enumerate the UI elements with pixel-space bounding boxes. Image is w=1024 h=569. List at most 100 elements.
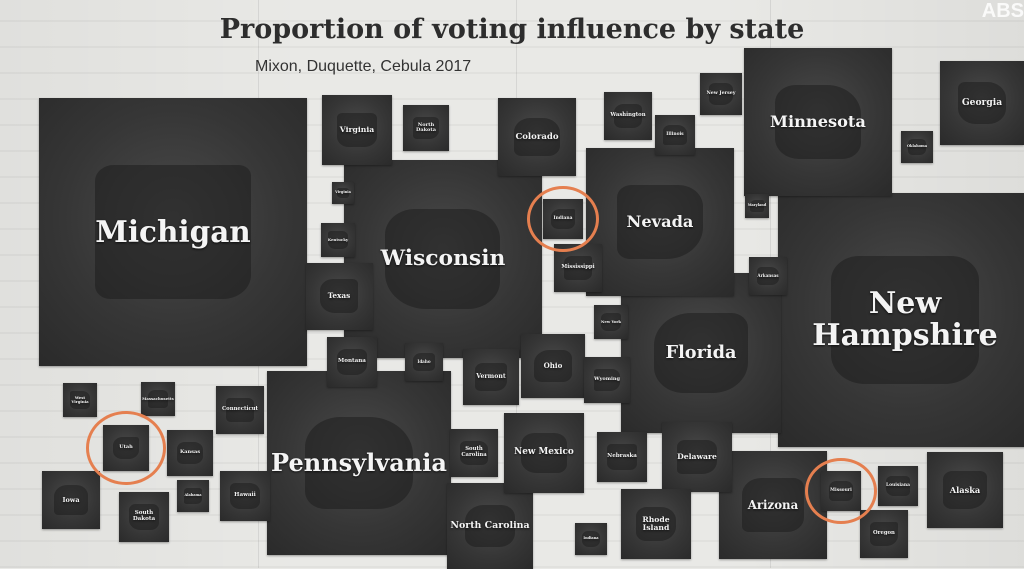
state-tile-new-jersey: New Jersey: [699, 72, 743, 116]
state-silhouette: [319, 279, 359, 313]
highlight-circle: [526, 185, 600, 253]
state-silhouette: [230, 483, 260, 509]
state-silhouette: [474, 362, 508, 392]
state-tile-arizona: Arizona: [719, 451, 827, 559]
state-label: Minnesota: [770, 112, 866, 132]
state-label: Kentucky: [327, 236, 349, 242]
state-silhouette: [886, 475, 910, 497]
state-tile-kansas: Kansas: [167, 430, 213, 476]
state-label: New Hampshire: [812, 286, 998, 353]
state-label: South Carolina: [461, 446, 487, 458]
state-label: Kansas: [179, 449, 201, 456]
state-tile-nevada: Nevada: [586, 148, 734, 296]
state-tile-georgia: Georgia: [940, 61, 1024, 145]
state-label: Arkansas: [757, 272, 779, 278]
state-label: South Dakota: [132, 510, 156, 522]
state-tile-new-mexico: New Mexico: [503, 412, 585, 494]
state-silhouette: [741, 478, 805, 532]
state-tile-alaska: Alaska: [927, 452, 1003, 528]
state-silhouette: [564, 255, 592, 281]
state-tile-washington: Washington: [603, 91, 653, 141]
state-label: West Virginia: [71, 394, 89, 404]
state-tile-hawaii: Hawaii: [219, 470, 271, 522]
state-label: Colorado: [515, 131, 559, 142]
state-label: Pennsylvania: [271, 448, 447, 478]
state-label: Hawaii: [234, 492, 256, 499]
state-tile-alabama: Alabama: [176, 479, 210, 513]
state-label: Massachusetts: [142, 395, 174, 401]
state-tile-maryland: Maryland: [744, 193, 770, 219]
state-label: North Carolina: [450, 520, 530, 532]
state-silhouette: [226, 397, 254, 423]
state-label: New Mexico: [514, 447, 574, 458]
state-tile-oregon: Oregon: [859, 509, 909, 559]
state-tile-new-york: New York: [593, 304, 629, 340]
state-tile-virginia: Virginia: [332, 182, 354, 204]
state-label: Ohio: [543, 361, 563, 371]
state-silhouette: [593, 368, 621, 392]
highlight-circle: [804, 457, 878, 525]
state-tile-rhode-island: Rhode Island: [621, 489, 691, 559]
state-silhouette: [907, 138, 927, 156]
state-silhouette: [412, 116, 440, 140]
state-silhouette: [53, 485, 89, 515]
state-silhouette: [147, 390, 169, 408]
state-tile-wisconsin: Wisconsin: [343, 159, 543, 359]
state-silhouette: [708, 83, 734, 105]
state-silhouette: [750, 199, 764, 212]
state-tile-north-carolina: North Carolina: [447, 483, 533, 569]
state-label: Louisiana: [885, 482, 910, 488]
state-label: Alabama: [184, 493, 202, 498]
state-silhouette: [183, 487, 203, 505]
state-tile-colorado: Colorado: [498, 98, 576, 176]
state-tile-delaware: Delaware: [662, 422, 732, 492]
state-label: Mississippi: [561, 264, 595, 271]
state-silhouette: [943, 471, 987, 509]
state-label: Iowa: [62, 495, 80, 504]
state-silhouette: [617, 185, 703, 259]
chart-title: Proportion of voting influence by state: [219, 14, 805, 45]
state-silhouette: [129, 504, 159, 530]
state-label: New Jersey: [706, 90, 736, 96]
state-label: Alaska: [949, 484, 981, 495]
state-tile-iowa: Iowa: [41, 470, 101, 530]
state-silhouette: [635, 506, 677, 542]
state-tile-arkansas: Arkansas: [749, 257, 787, 295]
chart-subtitle: Mixon, Duquette, Cebula 2017: [255, 58, 472, 75]
state-silhouette: [775, 85, 861, 159]
state-silhouette: [870, 521, 898, 547]
state-silhouette: [413, 352, 435, 372]
state-label: New York: [600, 318, 622, 324]
state-label: Wyoming: [593, 376, 621, 383]
state-tile-florida: Florida: [620, 272, 782, 434]
state-silhouette: [654, 312, 748, 394]
state-tile-texas: Texas: [305, 262, 373, 330]
state-label: Montana: [338, 358, 366, 365]
state-tile-west-virginia: West Virginia: [62, 382, 98, 418]
state-label: Maryland: [747, 203, 767, 208]
state-label: Florida: [665, 341, 737, 363]
state-silhouette: [305, 416, 413, 510]
state-label: Texas: [327, 291, 351, 301]
state-silhouette: [831, 256, 979, 384]
state-tile-ohio: Ohio: [520, 333, 586, 399]
state-silhouette: [69, 391, 91, 409]
state-tile-oklahoma: Oklahoma: [900, 130, 934, 164]
state-silhouette: [95, 165, 251, 299]
state-label: Rhode Island: [642, 514, 670, 532]
state-label: Oregon: [873, 530, 895, 537]
state-label: Vermont: [476, 372, 506, 380]
state-tile-north-dakota: North Dakota: [403, 105, 449, 151]
corner-watermark: ABS: [981, 0, 1024, 22]
state-label: Georgia: [961, 97, 1003, 109]
state-label: Oklahoma: [906, 144, 927, 149]
state-silhouette: [460, 440, 488, 466]
state-silhouette: [337, 349, 367, 375]
state-silhouette: [327, 231, 349, 249]
state-tile-virginia: Virginia: [322, 95, 392, 165]
highlight-circle: [85, 410, 167, 486]
state-silhouette: [534, 349, 572, 383]
state-silhouette: [757, 266, 779, 286]
state-label: Indiana: [583, 536, 599, 541]
state-silhouette: [581, 530, 601, 548]
